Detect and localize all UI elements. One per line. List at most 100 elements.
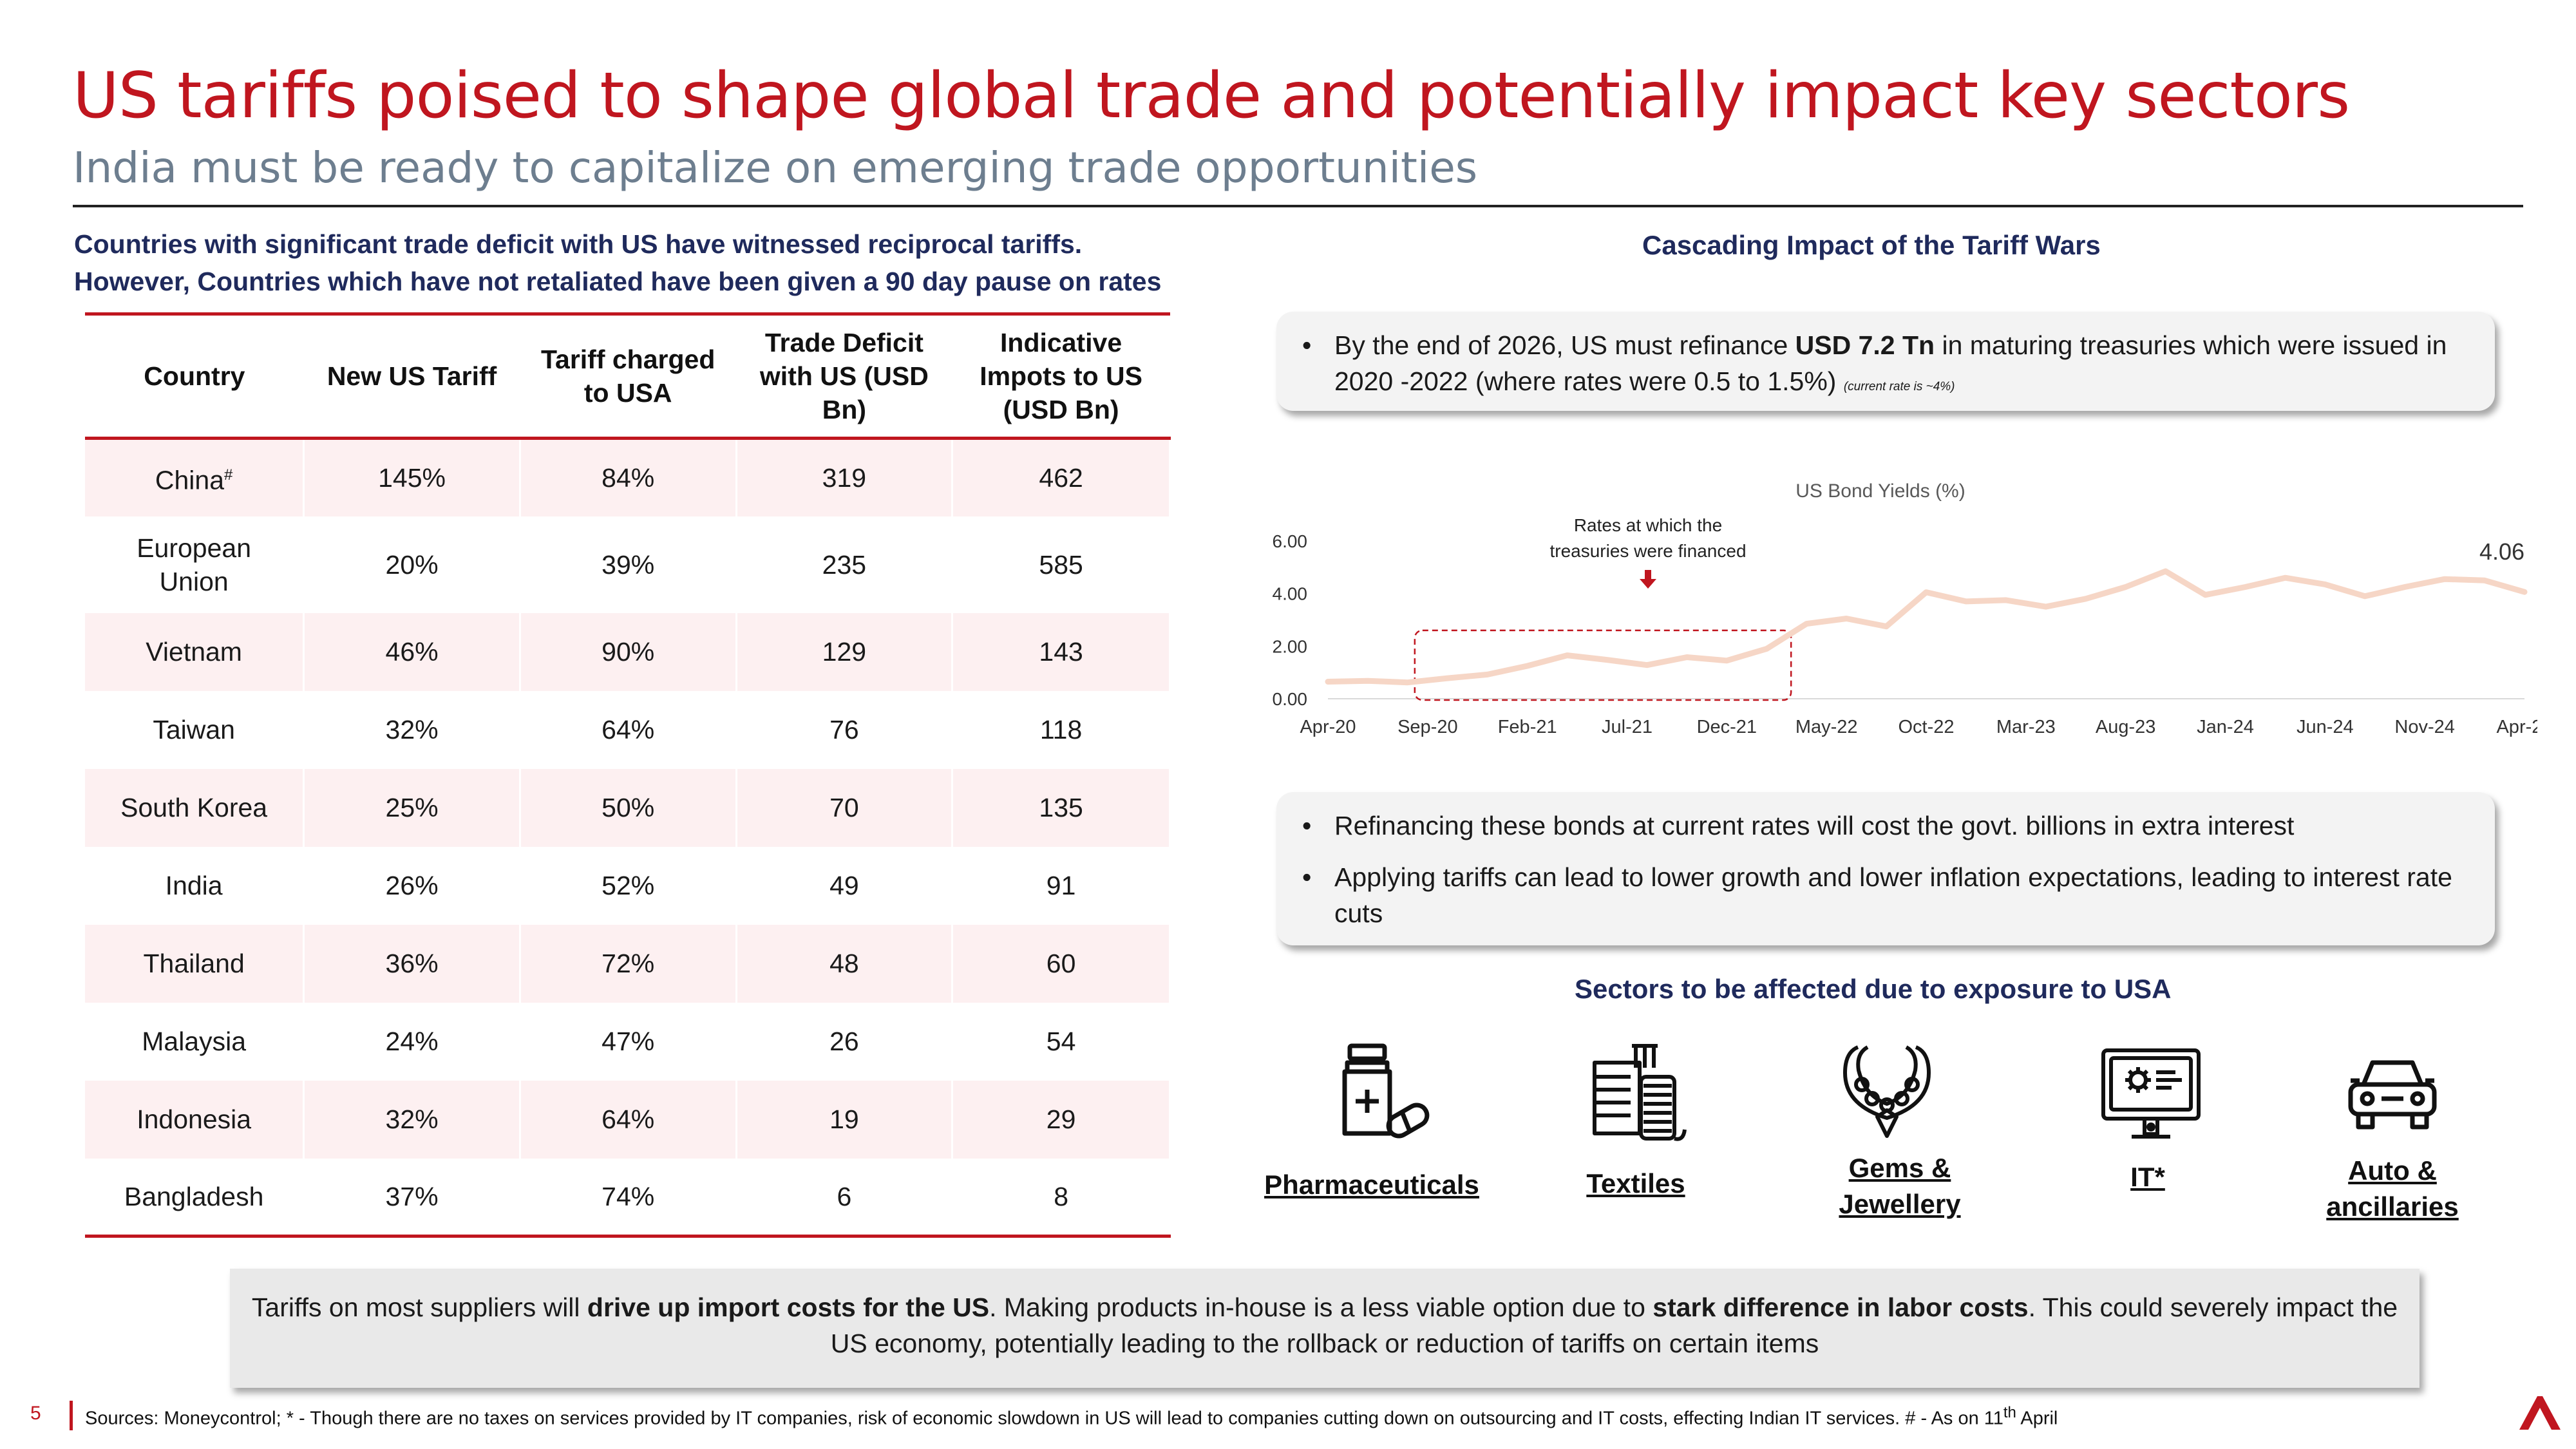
page-subtitle: India must be ready to capitalize on eme… [73,143,1478,193]
left-section-heading: Countries with significant trade deficit… [74,225,1259,300]
sector-label-it: IT* [2130,1162,2165,1192]
x-tick-label: Jan-24 [2197,717,2254,737]
cell-deficit: 19 [736,1080,954,1159]
y-tick-label: 0.00 [1273,689,1308,709]
cell-imports: 143 [952,612,1171,691]
cell-tariff: 46% [303,612,521,691]
table-row: Vietnam 46% 90% 129 143 [85,612,1171,691]
cell-charged: 47% [520,1002,737,1081]
refinance-bullet: By the end of 2026, US must refinance US… [1296,327,2469,405]
cell-imports: 585 [952,516,1171,613]
import-costs-emphasis: drive up import costs for the US [587,1293,990,1322]
cascading-impact-heading: Cascading Impact of the Tariff Wars [1642,230,2101,260]
refinance-amount: USD 7.2 Tn [1795,330,1935,360]
bond-yield-chart: US Bond Yields (%) 0.00 2.00 4.00 6.00 Apr-… [1273,480,2538,737]
x-tick-label: Sep-20 [1397,717,1458,737]
cell-imports: 29 [952,1080,1171,1159]
cell-deficit: 235 [736,516,954,613]
cell-tariff: 26% [303,846,521,925]
cell-tariff: 145% [303,438,521,516]
cell-deficit: 6 [736,1158,954,1238]
column-header-trade-deficit: Trade Deficit with US (USD Bn) [736,312,952,440]
cell-country: Taiwan [85,690,305,769]
sources-footnote: Sources: Moneycontrol; * - Though there … [85,1404,2058,1429]
x-tick-label: Apr-20 [1300,717,1356,737]
labor-costs-emphasis: stark difference in labor costs [1653,1293,2029,1322]
x-tick-label: Apr-25 [2496,717,2537,737]
left-heading-line1: Countries with significant trade deficit… [74,229,1083,259]
cell-tariff: 32% [303,690,521,769]
table-row: Indonesia 32% 64% 19 29 [85,1080,1171,1159]
sector-label-pharmaceuticals: Pharmaceuticals [1264,1170,1479,1200]
x-tick-label: Feb-21 [1498,717,1557,737]
cell-tariff: 32% [303,1080,521,1159]
cell-charged: 50% [520,768,737,847]
cell-country: Malaysia [85,1002,305,1081]
cell-deficit: 129 [736,612,954,691]
x-tick-label: Oct-22 [1898,717,1954,737]
cell-country: China# [85,438,305,516]
table-row: Thailand 36% 72% 48 60 [85,924,1171,1003]
cell-charged: 72% [520,924,737,1003]
cell-deficit: 26 [736,1002,954,1081]
page-title: US tariffs poised to shape global trade … [73,59,2350,133]
computer-gear-icon [2101,1048,2201,1139]
latest-yield-label: 4.06 [2479,538,2524,565]
conclusion-callout: Tariffs on most suppliers will drive up … [230,1269,2420,1388]
page-number: 5 [30,1403,41,1424]
x-tick-label: Aug-23 [2096,717,2156,737]
cell-tariff: 25% [303,768,521,847]
x-tick-label: May-22 [1795,717,1858,737]
cell-imports: 54 [952,1002,1171,1081]
cell-charged: 39% [520,516,737,613]
y-tick-label: 2.00 [1273,636,1308,656]
table-row: South Korea 25% 50% 70 135 [85,768,1171,847]
cell-deficit: 70 [736,768,954,847]
column-header-new-tariff: New US Tariff [303,312,520,440]
y-axis: 0.00 2.00 4.00 6.00 [1273,531,1308,709]
cell-charged: 84% [520,438,737,516]
cell-charged: 90% [520,612,737,691]
column-header-imports: Indicative Impots to US (USD Bn) [952,312,1170,440]
cell-imports: 118 [952,690,1171,769]
cell-deficit: 76 [736,690,954,769]
footnote-mark: # [224,466,233,484]
table-row: Bangladesh 37% 74% 6 8 [85,1158,1171,1238]
cell-deficit: 48 [736,924,954,1003]
cell-country: Vietnam [85,612,305,691]
medicine-bottle-icon [1342,1043,1430,1139]
necklace-icon [1843,1045,1931,1138]
table-row: China# 145% 84% 319 462 [85,438,1171,516]
table-header-row: Country New US Tariff Tariff charged to … [85,312,1170,440]
x-tick-label: Mar-23 [1996,717,2056,737]
current-rate-note: (current rate is ~4%) [1843,380,1955,393]
x-tick-label: Nov-24 [2394,717,2455,737]
cell-country: European Union [85,516,305,613]
cell-imports: 91 [952,846,1171,925]
refinancing-impact-callout: Refinancing these bonds at current rates… [1276,792,2495,945]
cell-tariff: 37% [303,1158,521,1238]
y-tick-label: 4.00 [1273,584,1308,604]
annotation-line2: treasuries were financed [1549,541,1746,561]
down-arrow-icon [1640,570,1656,589]
yield-series-line [1325,568,2528,686]
cell-imports: 135 [952,768,1171,847]
sector-label-auto-ancillaries: Auto & ancillaries [2326,1155,2459,1222]
column-header-country: Country [85,312,304,440]
table-row: European Union 20% 39% 235 585 [85,516,1171,613]
sectors-heading: Sectors to be affected due to exposure t… [1575,974,2172,1004]
cell-imports: 8 [952,1158,1171,1238]
x-axis: Apr-20 Sep-20 Feb-21 Jul-21 Dec-21 May-22 Oct-… [1300,717,2537,737]
left-heading-line2: However, Countries which have not retali… [74,267,1162,296]
sector-label-gems-jewellery: Gems & Jewellery [1839,1153,1961,1219]
cell-imports: 462 [952,438,1171,516]
table-row: Taiwan 32% 64% 76 118 [85,690,1171,769]
chart-title: US Bond Yields (%) [1795,480,1965,502]
cell-charged: 64% [520,1080,737,1159]
refinancing-cost-bullet: Refinancing these bonds at current rates… [1296,808,2469,844]
cell-imports: 60 [952,924,1171,1003]
cell-country: South Korea [85,768,305,847]
y-tick-label: 6.00 [1273,531,1308,551]
sector-label-textiles: Textiles [1586,1168,1685,1198]
financing-period-highlight [1414,629,1792,701]
